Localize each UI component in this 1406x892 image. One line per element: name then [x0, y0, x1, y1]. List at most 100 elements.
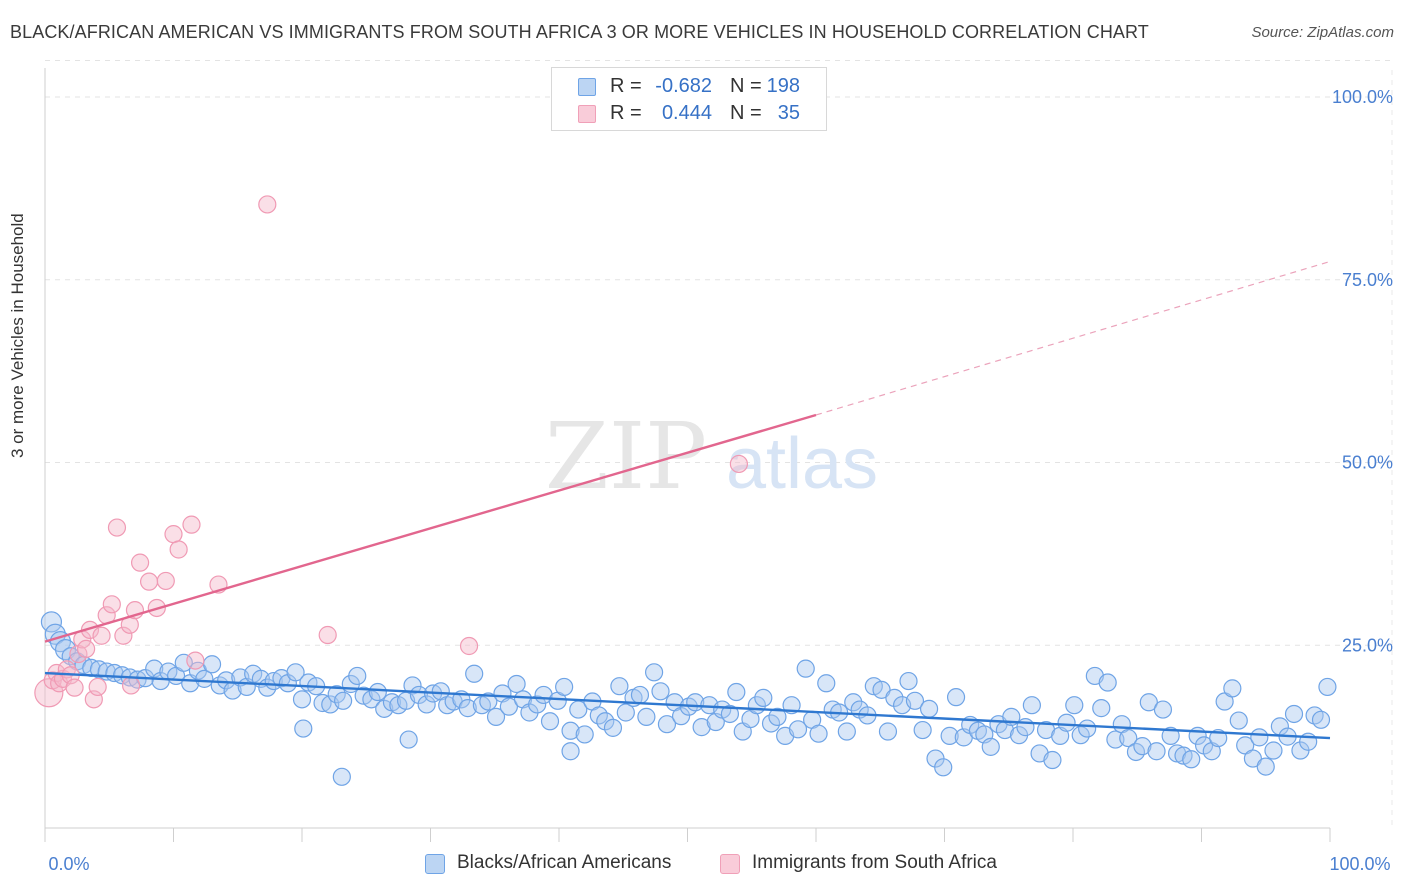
data-point-blacks: [610, 677, 629, 696]
data-point-blacks: [479, 692, 498, 711]
data-point-blacks: [637, 707, 656, 726]
legend-swatch-blue: [425, 854, 445, 874]
data-point-blacks: [720, 704, 740, 724]
data-point-blacks: [981, 737, 1000, 756]
data-point-blacks: [327, 685, 346, 704]
data-point-immigrants: [164, 525, 183, 544]
data-point-blacks: [837, 722, 856, 741]
data-point-blacks: [292, 690, 312, 709]
data-point-blacks: [399, 730, 418, 749]
data-point-blacks: [202, 655, 222, 674]
data-point-blacks: [1182, 750, 1201, 769]
data-point-blacks: [294, 719, 313, 738]
data-point-immigrants: [139, 572, 159, 591]
data-point-blacks: [1256, 757, 1275, 776]
chart-title: BLACK/AFRICAN AMERICAN VS IMMIGRANTS FRO…: [10, 22, 1149, 42]
data-point-blacks: [1229, 711, 1248, 730]
data-point-blacks: [458, 699, 477, 718]
gridlines: [45, 59, 1393, 828]
data-point-immigrants: [121, 676, 141, 695]
data-point-blacks: [332, 767, 351, 786]
data-point-blacks: [1318, 677, 1337, 697]
data-point-blacks: [934, 758, 953, 777]
y-tick-label: 75.0%: [1342, 270, 1393, 290]
series-immigrants-south-africa: [34, 195, 749, 709]
data-point-blacks: [486, 707, 506, 726]
trend-line-immigrants: [44, 413, 817, 643]
data-point-blacks: [1139, 693, 1158, 712]
data-point-blacks: [1223, 679, 1242, 698]
data-point-blacks: [1133, 737, 1152, 756]
data-point-blacks: [1264, 741, 1283, 760]
data-point-blacks: [671, 707, 691, 726]
legend-r-value: -0.682: [655, 75, 712, 97]
data-point-immigrants: [459, 636, 479, 656]
data-point-blacks: [195, 669, 214, 688]
data-point-blacks: [1065, 696, 1084, 715]
data-point-blacks: [1147, 742, 1166, 761]
y-tick-label: 25.0%: [1342, 635, 1393, 655]
data-point-blacks: [913, 720, 932, 740]
legend-swatch-pink: [578, 105, 596, 123]
legend-row-blacks: R = -0.682 N = 198: [552, 73, 826, 101]
data-point-blacks: [1243, 749, 1263, 768]
data-point-blacks: [796, 659, 815, 678]
data-point-immigrants: [65, 678, 84, 697]
legend-swatch-blue: [578, 78, 596, 96]
data-point-blacks: [905, 691, 925, 710]
data-point-blacks: [174, 653, 193, 672]
data-point-blacks: [603, 718, 623, 737]
data-point-immigrants: [130, 553, 150, 572]
y-tick-label: 100.0%: [1332, 87, 1393, 107]
data-point-immigrants: [729, 454, 749, 474]
x-tick-label: 0.0%: [48, 854, 89, 874]
data-point-blacks: [313, 693, 332, 713]
data-point-immigrants: [182, 515, 201, 534]
data-point-blacks: [651, 682, 670, 701]
legend-n-value: 35: [777, 102, 800, 124]
data-point-blacks: [644, 663, 664, 682]
data-point-blacks: [817, 674, 836, 693]
data-point-blacks: [528, 695, 547, 714]
data-point-blacks: [761, 714, 781, 733]
series-legend: Blacks/African Americans Immigrants from…: [0, 852, 1406, 876]
data-point-blacks: [499, 697, 518, 716]
data-point-blacks: [692, 718, 711, 737]
data-point-blacks: [1043, 750, 1062, 770]
data-point-blacks: [1250, 728, 1269, 747]
data-point-immigrants: [156, 571, 175, 591]
data-point-blacks: [919, 699, 939, 718]
legend-label-blacks: Blacks/African Americans: [457, 852, 672, 873]
data-point-blacks: [348, 666, 367, 686]
data-point-blacks: [1022, 696, 1041, 715]
data-point-immigrants: [169, 540, 188, 559]
data-point-blacks: [616, 703, 635, 722]
data-point-blacks: [417, 695, 436, 714]
data-point-immigrants: [77, 639, 96, 659]
data-point-immigrants: [186, 651, 205, 670]
data-point-blacks: [465, 664, 484, 683]
data-point-blacks: [40, 611, 63, 633]
data-point-blacks: [727, 682, 746, 702]
trend-line-immigrants-extension: [815, 260, 1331, 416]
data-point-immigrants: [88, 677, 107, 697]
data-point-blacks: [561, 721, 580, 740]
data-point-immigrants: [258, 195, 277, 214]
data-point-blacks: [878, 722, 898, 741]
data-point-blacks: [1161, 726, 1180, 745]
data-point-blacks: [555, 677, 574, 697]
tick-labels: 25.0% 50.0% 75.0% 100.0% 0.0% 100.0%: [48, 87, 1393, 874]
legend-n-label: N =: [730, 75, 762, 97]
y-axis-label: 3 or more Vehicles in Household: [8, 213, 27, 458]
data-point-blacks: [217, 671, 236, 690]
data-point-blacks: [1284, 704, 1304, 724]
data-point-blacks: [507, 674, 526, 694]
data-point-immigrants: [318, 625, 337, 645]
correlation-legend: R = -0.682 N = 198 R = 0.444 N = 35: [551, 67, 827, 131]
watermark: ZIP atlas: [545, 403, 878, 510]
data-point-blacks: [809, 724, 828, 743]
source-label: Source: ZipAtlas.com: [1251, 24, 1394, 41]
trend-line-blacks: [44, 671, 1331, 740]
series-blacks-african-americans: [40, 611, 1337, 786]
